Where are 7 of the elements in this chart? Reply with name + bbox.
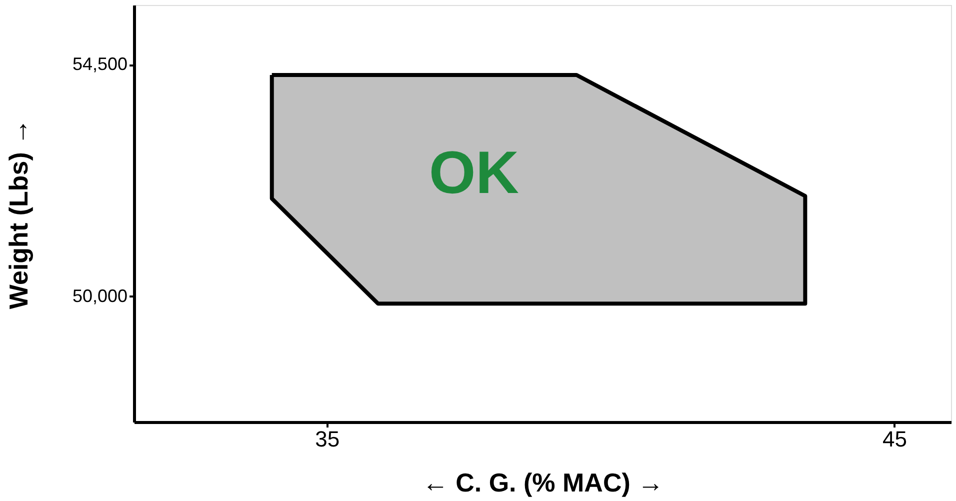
- y-tick-label: 54,500: [72, 54, 128, 74]
- x-axis-title: ← C. G. (% MAC) →: [422, 468, 664, 498]
- y-tick-label: 50,000: [72, 286, 128, 306]
- y-axis-title: Weight (Lbs) →: [3, 118, 34, 310]
- x-tick-label: 35: [315, 426, 340, 452]
- x-tick-label: 45: [882, 426, 908, 452]
- annotation: OK: [429, 139, 519, 206]
